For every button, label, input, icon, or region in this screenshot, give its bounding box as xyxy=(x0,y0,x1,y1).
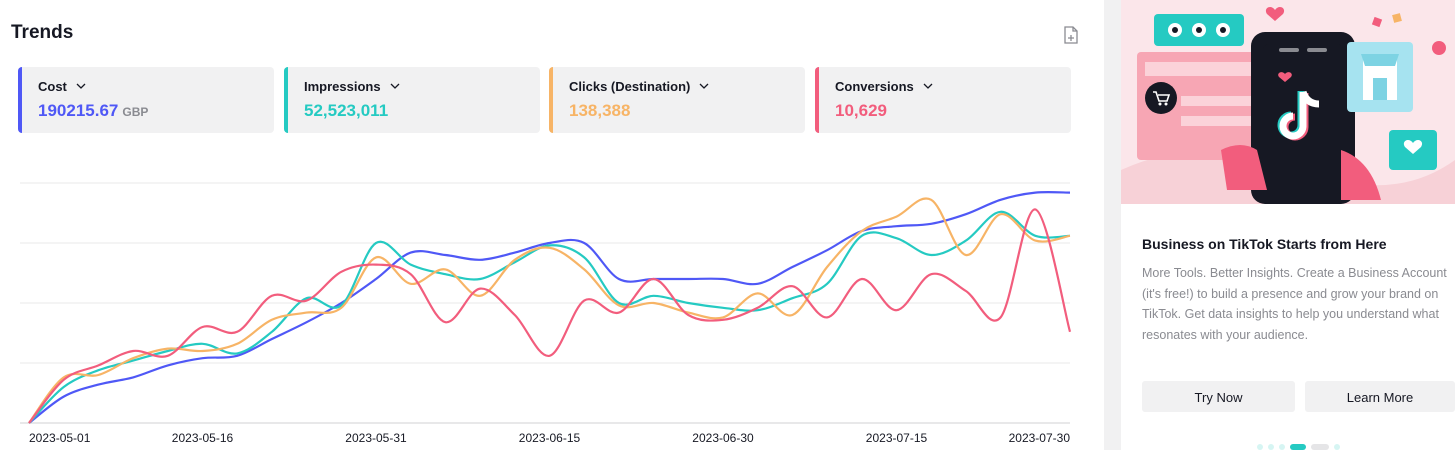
metric-value: 190215.67 xyxy=(38,101,119,120)
metric-unit: GBP xyxy=(122,105,149,119)
trends-panel: Trends Cost 190215.67 GBP Impressions 52,… xyxy=(0,22,1104,450)
metric-value: 138,388 xyxy=(569,101,631,120)
promo-card: Business on TikTok Starts from Here More… xyxy=(1121,0,1455,450)
metric-card-cost[interactable]: Cost 190215.67 GBP xyxy=(18,67,274,133)
series-line-impressions[interactable] xyxy=(28,210,1071,424)
x-tick-label: 2023-05-01 xyxy=(29,431,91,445)
metric-label: Impressions xyxy=(304,79,381,94)
export-file-icon[interactable] xyxy=(1063,26,1079,44)
page-title: Trends xyxy=(11,22,74,43)
metric-color-bar xyxy=(284,67,288,133)
x-tick-label: 2023-07-15 xyxy=(866,431,928,445)
heart-icon xyxy=(1278,72,1292,82)
metric-label: Cost xyxy=(38,79,67,94)
metric-card-clicks[interactable]: Clicks (Destination) 138,388 xyxy=(549,67,805,133)
panel-divider xyxy=(1104,0,1121,450)
series-line-conversions[interactable] xyxy=(28,208,1072,424)
metric-value: 52,523,011 xyxy=(304,101,389,120)
carousel-dot-active[interactable] xyxy=(1290,444,1306,450)
carousel-dot[interactable] xyxy=(1257,444,1263,450)
carousel-pagination xyxy=(1257,444,1340,450)
metric-label: Clicks (Destination) xyxy=(569,79,691,94)
metric-color-bar xyxy=(18,67,22,133)
carousel-dot[interactable] xyxy=(1268,444,1274,450)
series-line-clicks-destination[interactable] xyxy=(28,197,1071,424)
chat-bubble-icon xyxy=(1154,14,1244,46)
metric-color-bar xyxy=(549,67,553,133)
learn-more-button[interactable]: Learn More xyxy=(1305,381,1455,412)
carousel-dot[interactable] xyxy=(1334,444,1340,450)
x-tick-label: 2023-05-16 xyxy=(172,431,234,445)
metric-card-conversions[interactable]: Conversions 10,629 xyxy=(815,67,1071,133)
x-tick-label: 2023-06-15 xyxy=(519,431,581,445)
metric-color-bar xyxy=(815,67,819,133)
carousel-dot[interactable] xyxy=(1279,444,1285,450)
promo-title: Business on TikTok Starts from Here xyxy=(1142,236,1387,252)
tiktok-logo-icon xyxy=(1277,90,1320,141)
metric-label: Conversions xyxy=(835,79,914,94)
series-line-cost[interactable] xyxy=(28,190,1071,424)
metric-value: 10,629 xyxy=(835,101,887,120)
try-now-button[interactable]: Try Now xyxy=(1142,381,1295,412)
chevron-down-icon xyxy=(76,83,86,89)
chevron-down-icon xyxy=(699,83,709,89)
chevron-down-icon xyxy=(923,83,933,89)
trends-line-chart[interactable]: 2023-05-01 2023-05-16 2023-05-31 2023-06-15… xyxy=(0,150,1104,450)
chevron-down-icon xyxy=(390,83,400,89)
x-tick-label: 2023-07-30 xyxy=(1009,431,1071,445)
store-icon xyxy=(1361,54,1399,100)
carousel-dot[interactable] xyxy=(1311,444,1329,450)
promo-banner-image xyxy=(1121,0,1455,204)
heart-icon xyxy=(1265,7,1285,22)
heart-bubble-icon xyxy=(1389,130,1437,170)
shopping-cart-icon xyxy=(1145,82,1177,114)
x-tick-label: 2023-05-31 xyxy=(345,431,407,445)
x-tick-label: 2023-06-30 xyxy=(692,431,754,445)
metric-card-impressions[interactable]: Impressions 52,523,011 xyxy=(284,67,540,133)
promo-description: More Tools. Better Insights. Create a Bu… xyxy=(1142,266,1447,342)
